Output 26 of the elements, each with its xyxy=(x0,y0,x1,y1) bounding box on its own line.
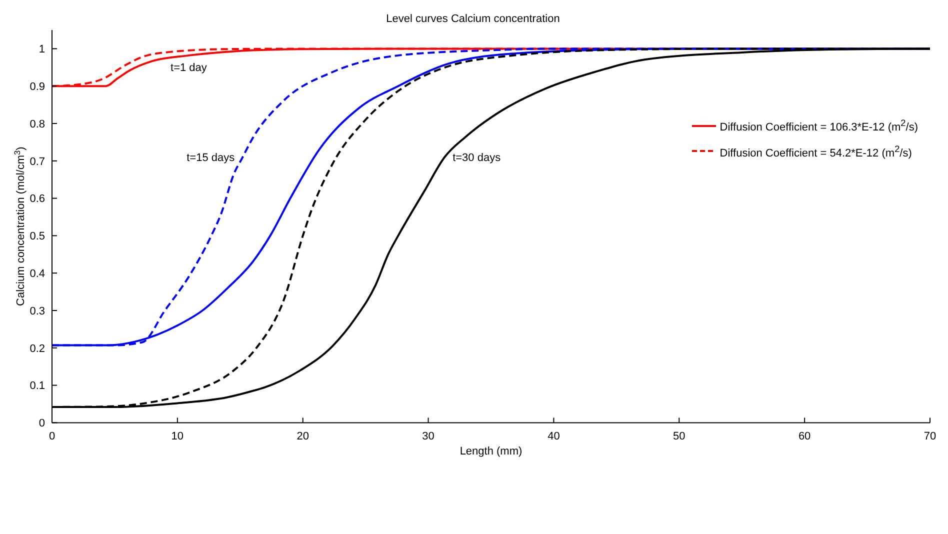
y-tick-label: 0.2 xyxy=(30,342,45,355)
annotation: t=1 day xyxy=(170,62,208,74)
x-tick-label: 50 xyxy=(673,430,686,442)
y-tick-label: 0.6 xyxy=(30,193,45,206)
x-tick-label: 60 xyxy=(798,430,811,442)
y-tick-label: 0.9 xyxy=(30,81,45,94)
x-tick-label: 40 xyxy=(548,430,560,442)
x-tick-label: 20 xyxy=(296,430,309,442)
x-tick-label: 10 xyxy=(171,430,184,442)
annotation: t=30 days xyxy=(452,152,502,164)
y-tick-label: 0.1 xyxy=(30,380,45,392)
y-tick-label: 0.7 xyxy=(30,156,45,168)
y-tick-label: 0.4 xyxy=(30,268,45,280)
x-tick-label: 30 xyxy=(422,430,434,442)
annotation: t=15 days xyxy=(186,152,236,164)
y-tick-label: 1 xyxy=(38,44,45,56)
y-tick-label: 0.8 xyxy=(30,118,45,130)
legend-label: Diffusion Coefficient = 106.3*E-12 (m$^{2}$/s) xyxy=(720,118,918,134)
x-tick-label: 70 xyxy=(924,430,936,442)
chart-title: Level curves Calcium concentration xyxy=(386,13,560,25)
y-tick-label: 0 xyxy=(38,418,45,430)
y-tick-label: 0.5 xyxy=(30,230,45,243)
legend-label: Diffusion Coefficient = 54.2*E-12 (m$^{2}$/s) xyxy=(720,144,912,160)
y-tick-label: 0.3 xyxy=(30,305,45,318)
x-tick-label: 0 xyxy=(48,430,56,442)
x-axis-title: Length (mm) xyxy=(460,446,522,458)
